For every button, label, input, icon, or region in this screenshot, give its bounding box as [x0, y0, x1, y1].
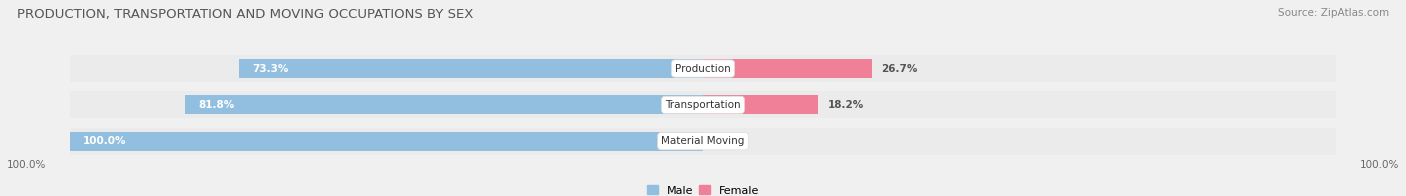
Text: 100.0%: 100.0% [7, 160, 46, 170]
Text: Material Moving: Material Moving [661, 136, 745, 146]
Bar [70, 55, 1336, 82]
Text: 73.3%: 73.3% [252, 64, 288, 74]
Bar [703, 59, 872, 78]
Bar [70, 128, 1336, 155]
Bar [186, 95, 703, 114]
Text: Transportation: Transportation [665, 100, 741, 110]
Text: 0.0%: 0.0% [713, 136, 741, 146]
Text: 26.7%: 26.7% [882, 64, 918, 74]
Text: Source: ZipAtlas.com: Source: ZipAtlas.com [1278, 8, 1389, 18]
Text: 100.0%: 100.0% [1360, 160, 1399, 170]
Text: Production: Production [675, 64, 731, 74]
Bar [703, 95, 818, 114]
Bar [70, 132, 703, 151]
Text: 100.0%: 100.0% [83, 136, 127, 146]
Bar [239, 59, 703, 78]
Text: 81.8%: 81.8% [198, 100, 235, 110]
Legend: Male, Female: Male, Female [647, 185, 759, 196]
Bar [70, 91, 1336, 118]
Text: PRODUCTION, TRANSPORTATION AND MOVING OCCUPATIONS BY SEX: PRODUCTION, TRANSPORTATION AND MOVING OC… [17, 8, 474, 21]
Text: 18.2%: 18.2% [828, 100, 863, 110]
